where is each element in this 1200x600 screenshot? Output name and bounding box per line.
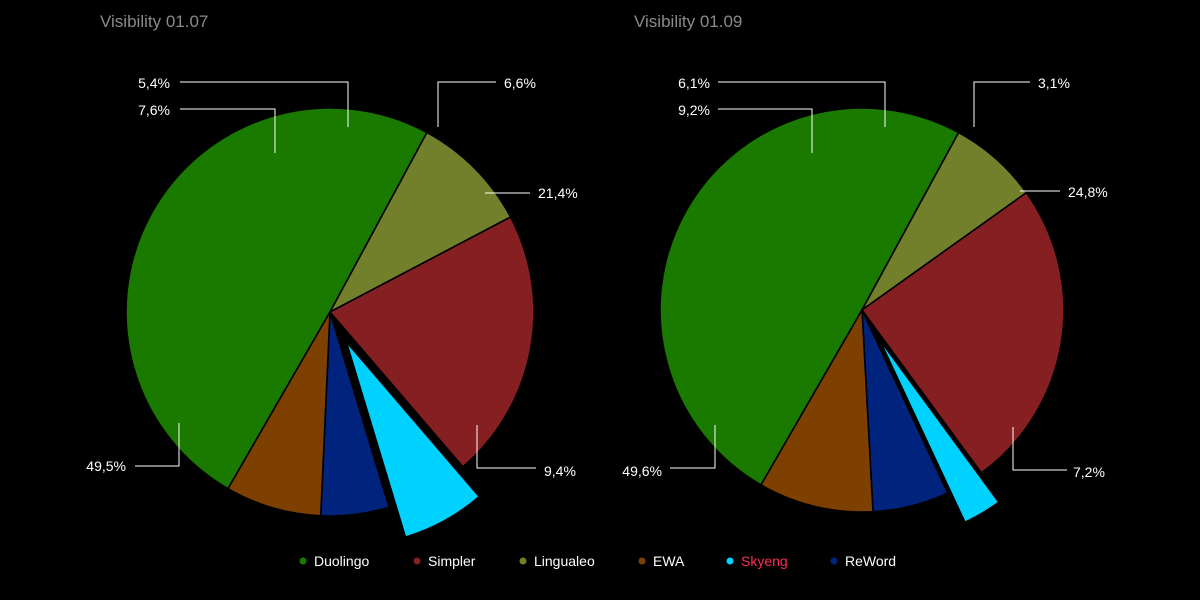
leader-line-ewa-left: [180, 108, 276, 153]
legend-swatch-simpler: [413, 557, 421, 565]
pie-slice-skyeng-right: [878, 338, 1000, 524]
data-label-lingualeo-right: 7,2%: [1073, 464, 1105, 480]
pie-slice-lingualeo-left: [328, 131, 512, 314]
pie-slice-ewa-right: [759, 307, 874, 513]
pie-slice-simpler-right: [860, 191, 1065, 475]
data-label-duolingo-right: 49,6%: [622, 463, 662, 479]
legend-label-simpler: Simpler: [428, 553, 476, 569]
pie-slice-simpler-left: [328, 215, 535, 468]
data-label-skyeng-left: 6,6%: [504, 75, 536, 91]
pie-chart-right: 49,6% 7,2% 24,8% 3,1% 6,1% 9,2%: [622, 75, 1108, 524]
leader-line-duolingo-right: [670, 425, 716, 469]
legend-swatch-skyeng: [726, 557, 734, 565]
legend-swatch-lingualeo: [519, 557, 527, 565]
leader-line-reword-right: [718, 81, 886, 127]
leader-line-duolingo-left: [135, 423, 180, 467]
data-label-skyeng-right: 3,1%: [1038, 75, 1070, 91]
legend-label-skyeng: Skyeng: [741, 553, 788, 569]
chart-title-left: Visibility 01.07: [100, 12, 208, 31]
leader-line-lingualeo-left: [476, 425, 536, 469]
data-label-lingualeo-left: 9,4%: [544, 463, 576, 479]
data-label-reword-right: 6,1%: [678, 75, 710, 91]
chart-title-right: Visibility 01.09: [634, 12, 742, 31]
pie-chart-left: 49,5% 9,4% 21,4% 6,6% 5,4% 7,6%: [86, 75, 578, 539]
data-label-ewa-right: 9,2%: [678, 102, 710, 118]
leader-line-ewa-right: [718, 108, 813, 153]
legend-label-ewa: EWA: [653, 553, 685, 569]
legend-swatch-reword: [830, 557, 838, 565]
legend-label-reword: ReWord: [845, 553, 896, 569]
legend-label-duolingo: Duolingo: [314, 553, 369, 569]
data-label-simpler-left: 21,4%: [538, 185, 578, 201]
data-label-duolingo-left: 49,5%: [86, 458, 126, 474]
leader-line-lingualeo-right: [1012, 427, 1067, 471]
pie-slice-duolingo-right: [659, 107, 960, 487]
legend-swatch-duolingo: [299, 557, 307, 565]
legend-swatch-ewa: [638, 557, 646, 565]
leader-line-skyeng-left: [437, 81, 496, 127]
legend: Duolingo Simpler Lingualeo EWA Skyeng ReWord: [299, 553, 896, 569]
data-label-simpler-right: 24,8%: [1068, 184, 1108, 200]
pie-slice-duolingo-left: [125, 107, 429, 490]
pie-slice-skyeng-left: [345, 341, 481, 539]
data-label-reword-left: 5,4%: [138, 75, 170, 91]
pie-slice-ewa-left: [226, 311, 331, 517]
leader-line-skyeng-right: [973, 81, 1030, 127]
leader-line-reword-left: [180, 81, 349, 127]
legend-label-lingualeo: Lingualeo: [534, 553, 595, 569]
data-label-ewa-left: 7,6%: [138, 102, 170, 118]
